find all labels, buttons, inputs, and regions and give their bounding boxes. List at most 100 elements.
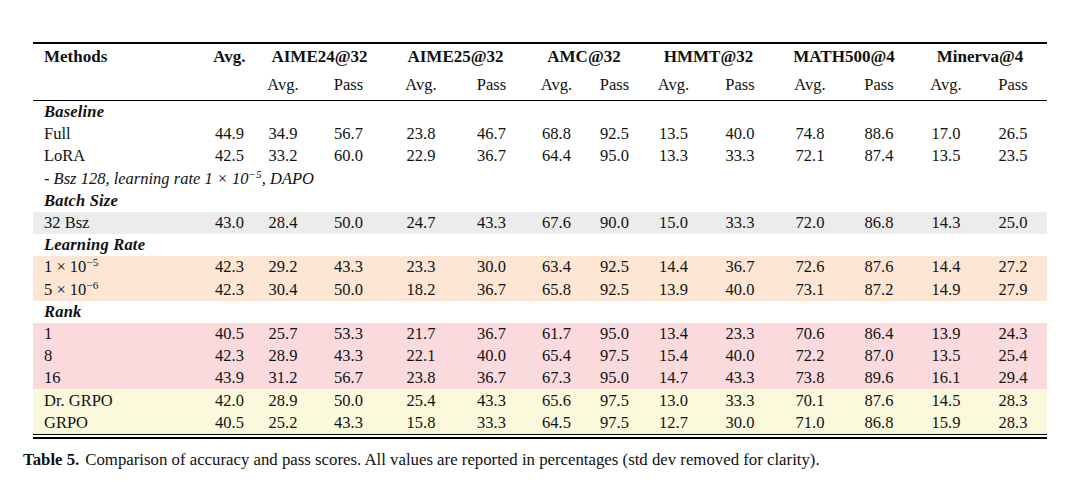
value-cell: 30.0 — [705, 412, 775, 434]
value-cell: 13.5 — [913, 145, 979, 167]
section-row: Rank — [33, 301, 1047, 323]
value-cell: 21.7 — [385, 323, 457, 345]
value-cell: 95.0 — [587, 367, 642, 389]
value-cell: 33.3 — [705, 145, 775, 167]
value-cell: 17.0 — [913, 123, 979, 145]
value-cell: 13.5 — [642, 123, 705, 145]
value-cell: 56.7 — [312, 367, 385, 389]
sub-header: Pass — [312, 75, 385, 101]
value-cell: 25.0 — [979, 212, 1047, 234]
paper-table-figure: Methods Avg. AIME24@32 AIME25@32 AMC@32 … — [0, 42, 1080, 482]
value-cell: 28.3 — [979, 412, 1047, 434]
value-cell: 15.8 — [385, 412, 457, 434]
value-cell: 86.4 — [845, 323, 913, 345]
value-cell: 29.4 — [979, 367, 1047, 389]
value-cell: 24.7 — [385, 212, 457, 234]
value-cell: 14.7 — [642, 367, 705, 389]
value-cell: 14.9 — [913, 279, 979, 301]
value-cell: 43.3 — [312, 412, 385, 434]
value-cell: 87.6 — [845, 256, 913, 278]
value-cell: 71.0 — [775, 412, 845, 434]
value-cell: 18.2 — [385, 279, 457, 301]
section-title: Rank — [33, 301, 1047, 323]
value-cell: 40.5 — [205, 412, 254, 434]
value-cell: 40.0 — [705, 123, 775, 145]
group-header-aime25: AIME25@32 — [385, 44, 526, 75]
table-row: LoRA42.533.260.022.936.764.495.013.333.3… — [33, 145, 1047, 167]
value-cell: 29.2 — [254, 256, 312, 278]
method-label: 8 — [33, 345, 205, 367]
value-cell: 56.7 — [312, 123, 385, 145]
table-row: 842.328.943.322.140.065.497.515.440.072.… — [33, 345, 1047, 367]
value-cell: 72.0 — [775, 212, 845, 234]
sub-header: Pass — [705, 75, 775, 101]
col-header-methods: Methods — [33, 44, 205, 101]
value-cell: 46.7 — [457, 123, 526, 145]
group-header-math500: MATH500@4 — [775, 44, 913, 75]
sub-header: Pass — [979, 75, 1047, 101]
value-cell: 92.5 — [587, 256, 642, 278]
sub-header: Pass — [457, 75, 526, 101]
value-cell: 42.3 — [205, 345, 254, 367]
value-cell: 12.7 — [642, 412, 705, 434]
table-row: GRPO40.525.243.315.833.364.597.512.730.0… — [33, 412, 1047, 434]
value-cell: 72.2 — [775, 345, 845, 367]
value-cell: 30.0 — [457, 256, 526, 278]
value-cell: 70.1 — [775, 389, 845, 411]
section-title: Learning Rate — [33, 234, 1047, 256]
value-cell: 40.0 — [457, 345, 526, 367]
value-cell: 15.9 — [913, 412, 979, 434]
method-label: 16 — [33, 367, 205, 389]
caption-label: Table 5. — [23, 450, 79, 469]
value-cell: 13.5 — [913, 345, 979, 367]
header-row-groups: Methods Avg. AIME24@32 AIME25@32 AMC@32 … — [33, 44, 1047, 75]
value-cell: 30.4 — [254, 279, 312, 301]
value-cell: 43.0 — [205, 212, 254, 234]
value-cell: 33.3 — [705, 389, 775, 411]
value-cell: 97.5 — [587, 412, 642, 434]
sub-header: Avg. — [913, 75, 979, 101]
results-table-wrap: Methods Avg. AIME24@32 AIME25@32 AMC@32 … — [33, 42, 1047, 439]
method-label: Dr. GRPO — [33, 389, 205, 411]
value-cell: 86.8 — [845, 212, 913, 234]
value-cell: 16.1 — [913, 367, 979, 389]
value-cell: 13.9 — [913, 323, 979, 345]
value-cell: 13.0 — [642, 389, 705, 411]
value-cell: 31.2 — [254, 367, 312, 389]
value-cell: 23.5 — [979, 145, 1047, 167]
value-cell: 14.4 — [913, 256, 979, 278]
table-header: Methods Avg. AIME24@32 AIME25@32 AMC@32 … — [33, 44, 1047, 101]
value-cell: 15.4 — [642, 345, 705, 367]
value-cell: 65.8 — [526, 279, 587, 301]
value-cell: 25.4 — [979, 345, 1047, 367]
sub-header: Pass — [587, 75, 642, 101]
section-row: Baseline — [33, 101, 1047, 124]
method-label: 32 Bsz — [33, 212, 205, 234]
value-cell: 50.0 — [312, 279, 385, 301]
results-table: Methods Avg. AIME24@32 AIME25@32 AMC@32 … — [33, 44, 1047, 434]
table-row: 5 × 10−642.330.450.018.236.765.892.513.9… — [33, 279, 1047, 301]
value-cell: 23.3 — [705, 323, 775, 345]
value-cell: 27.2 — [979, 256, 1047, 278]
value-cell: 90.0 — [587, 212, 642, 234]
group-header-amc: AMC@32 — [526, 44, 642, 75]
sub-header: Avg. — [385, 75, 457, 101]
method-label: GRPO — [33, 412, 205, 434]
value-cell: 23.3 — [385, 256, 457, 278]
value-cell: 22.1 — [385, 345, 457, 367]
value-cell: 89.6 — [845, 367, 913, 389]
value-cell: 25.7 — [254, 323, 312, 345]
method-label: LoRA — [33, 145, 205, 167]
sub-header: Avg. — [254, 75, 312, 101]
value-cell: 33.3 — [705, 212, 775, 234]
value-cell: 43.3 — [457, 212, 526, 234]
value-cell: 87.4 — [845, 145, 913, 167]
value-cell: 23.8 — [385, 123, 457, 145]
section-row: Batch Size — [33, 190, 1047, 212]
value-cell: 74.8 — [775, 123, 845, 145]
group-header-aime24: AIME24@32 — [254, 44, 385, 75]
value-cell: 14.3 — [913, 212, 979, 234]
value-cell: 25.2 — [254, 412, 312, 434]
value-cell: 42.0 — [205, 389, 254, 411]
value-cell: 28.3 — [979, 389, 1047, 411]
